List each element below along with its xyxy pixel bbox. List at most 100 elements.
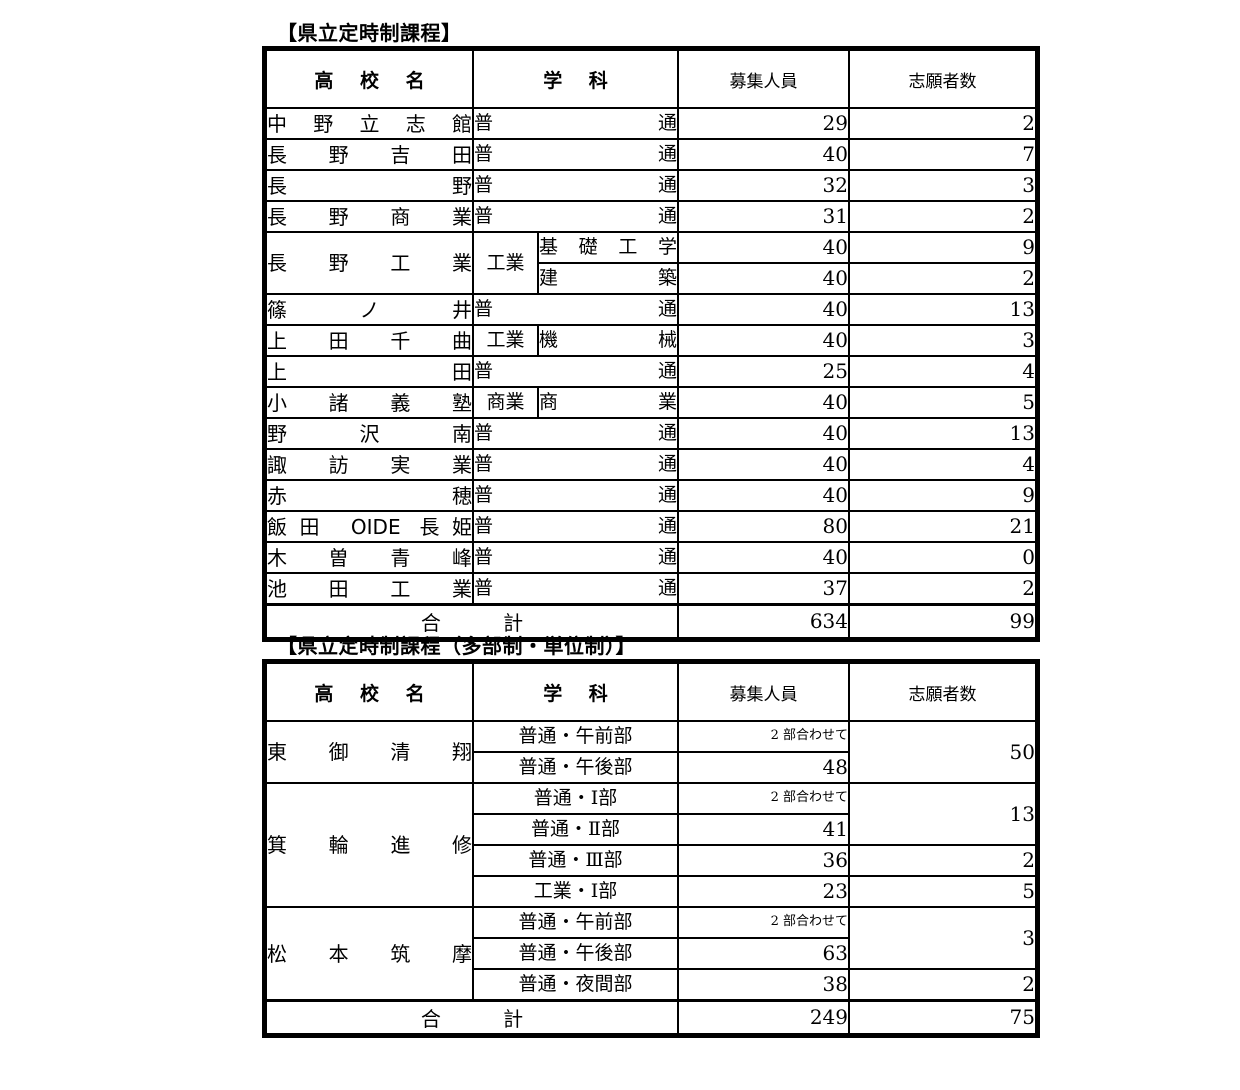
cell-department: 普 通 (472, 138, 679, 171)
header-department: 学 科 (472, 49, 679, 109)
table-row: 赤穂 普 通 40 9 (265, 479, 1037, 512)
cell-department: 普通・午前部 (472, 720, 679, 753)
cell-department: 普通・夜間部 (472, 968, 679, 1002)
cell-quota: 23 (677, 875, 850, 908)
table-multi-course-unit: 高 校 名 学 科 募集人員 志願者数 東御清翔 普通・午前部 2 部合わせて … (262, 659, 1040, 1038)
table-row: 箕輪進修 普通・Ⅰ部 2 部合わせて 13 (265, 782, 1037, 908)
cell-quota: 40 (677, 324, 850, 357)
cell-department: 普 通 (472, 107, 679, 140)
cell-quota: 37 (677, 572, 850, 606)
cell-quota: 40 (677, 293, 850, 326)
cell-quota: 40 (677, 262, 850, 295)
cell-school-name: 松本筑摩 (265, 906, 474, 1002)
cell-department: 普通・Ⅱ部 (472, 813, 679, 846)
cell-department: 普 通 (472, 572, 679, 606)
table-row: 普通・午後部 63 (266, 937, 1036, 970)
table-wrapper-multi-course: 高 校 名 学 科 募集人員 志願者数 東御清翔 普通・午前部 2 部合わせて … (262, 659, 1040, 1038)
table-row: 飯田 OIDE 長姫 普 通 80 21 (265, 510, 1037, 543)
cell-department: 基礎工学 (537, 231, 679, 264)
cell-applicants: 2 (848, 262, 1037, 295)
cell-applicants: 4 (848, 355, 1037, 388)
cell-applicants-merged: 3 (848, 906, 1037, 970)
cell-applicants: 0 (848, 541, 1037, 574)
header-applicants: 志願者数 (848, 662, 1037, 722)
cell-quota: 80 (677, 510, 850, 543)
cell-department-category: 商業 (472, 386, 539, 419)
cell-applicants: 2 (848, 572, 1037, 606)
cell-department: 普 通 (472, 417, 679, 450)
table-row: 中野立志館 普 通 29 2 (265, 107, 1037, 140)
cell-school-name: 諏訪実業 (265, 448, 474, 481)
cell-school-name: 箕輪進修 (265, 782, 474, 908)
cell-quota: 48 (677, 751, 850, 784)
cell-department: 普通・Ⅲ部 (472, 844, 679, 877)
cell-applicants: 5 (848, 875, 1037, 908)
table-row: 松本筑摩 普通・午前部 2 部合わせて 3 (265, 906, 1037, 1002)
table-row: 普通・午後部 48 (266, 751, 1036, 784)
table-row: 長野 普 通 32 3 (265, 169, 1037, 202)
cell-school-name: 長野商業 (265, 200, 474, 233)
cell-department: 普 通 (472, 200, 679, 233)
cell-quota: 40 (677, 138, 850, 171)
cell-quota-note: 2 部合わせて (677, 782, 850, 815)
cell-applicants: 13 (848, 417, 1037, 450)
cell-school-name: 上田 (265, 355, 474, 388)
cell-school-name: 長野工業 (265, 231, 474, 295)
cell-applicants: 2 (848, 107, 1037, 140)
cell-department: 普通・Ⅰ部 (472, 782, 679, 815)
total-applicants: 99 (848, 603, 1037, 639)
table-wrapper-part-time: 高 校 名 学 科 募集人員 志願者数 中野立志館 普 通 29 2 長野吉田 … (262, 46, 1040, 642)
cell-school-name: 野沢南 (265, 417, 474, 450)
cell-school-name: 中野立志館 (265, 107, 474, 140)
cell-school-name: 飯田 OIDE 長姫 (265, 510, 474, 543)
cell-quota-note: 2 部合わせて (677, 906, 850, 939)
cell-school-name: 赤穂 (265, 479, 474, 512)
cell-department: 普 通 (472, 479, 679, 512)
cell-applicants: 2 (848, 200, 1037, 233)
table-row: 木曽青峰 普 通 40 0 (265, 541, 1037, 574)
cell-department: 普 通 (472, 448, 679, 481)
cell-quota: 63 (677, 937, 850, 970)
total-applicants: 75 (848, 999, 1037, 1035)
cell-quota: 41 (677, 813, 850, 846)
table-header-row: 高 校 名 学 科 募集人員 志願者数 (265, 662, 1037, 722)
section-title-prefectural-part-time: 【県立定時制課程】 (277, 21, 462, 45)
cell-applicants-merged: 13 (848, 782, 1037, 846)
header-applicants: 志願者数 (848, 49, 1037, 109)
cell-department: 普 通 (472, 355, 679, 388)
cell-quota: 40 (677, 386, 850, 419)
table-total-row: 合 計 634 99 (265, 603, 1037, 639)
cell-department: 普 通 (472, 510, 679, 543)
cell-department: 工業・Ⅰ部 (472, 875, 679, 908)
cell-school-name: 木曽青峰 (265, 541, 474, 574)
cell-quota: 40 (677, 231, 850, 264)
cell-department: 普 通 (472, 541, 679, 574)
cell-school-name: 池田工業 (265, 572, 474, 606)
cell-school-name: 篠ノ井 (265, 293, 474, 326)
cell-applicants: 2 (848, 844, 1037, 877)
cell-school-name: 長野吉田 (265, 138, 474, 171)
table-row: 上田千曲 工業 機 械 40 3 (265, 324, 1037, 357)
cell-school-name: 長野 (265, 169, 474, 202)
cell-department-category: 工業 (472, 324, 539, 357)
table-row: 普通・Ⅲ部 36 2 (266, 844, 1037, 877)
cell-quota: 38 (677, 968, 850, 1002)
header-quota: 募集人員 (677, 662, 850, 722)
cell-applicants: 2 (848, 968, 1037, 1002)
cell-department: 普 通 (472, 293, 679, 326)
cell-quota: 25 (677, 355, 850, 388)
table-row: 篠ノ井 普 通 40 13 (265, 293, 1037, 326)
cell-applicants: 9 (848, 231, 1037, 264)
cell-department: 機 械 (537, 324, 679, 357)
cell-applicants: 21 (848, 510, 1037, 543)
cell-department: 建 築 (537, 262, 679, 295)
header-school-name: 高 校 名 (265, 662, 474, 722)
cell-department: 商 業 (537, 386, 679, 419)
cell-quota: 32 (677, 169, 850, 202)
cell-school-name: 東御清翔 (265, 720, 474, 784)
cell-department: 普通・午後部 (472, 751, 679, 784)
table-row: 工業・Ⅰ部 23 5 (266, 875, 1037, 908)
cell-applicants: 4 (848, 448, 1037, 481)
cell-applicants: 9 (848, 479, 1037, 512)
